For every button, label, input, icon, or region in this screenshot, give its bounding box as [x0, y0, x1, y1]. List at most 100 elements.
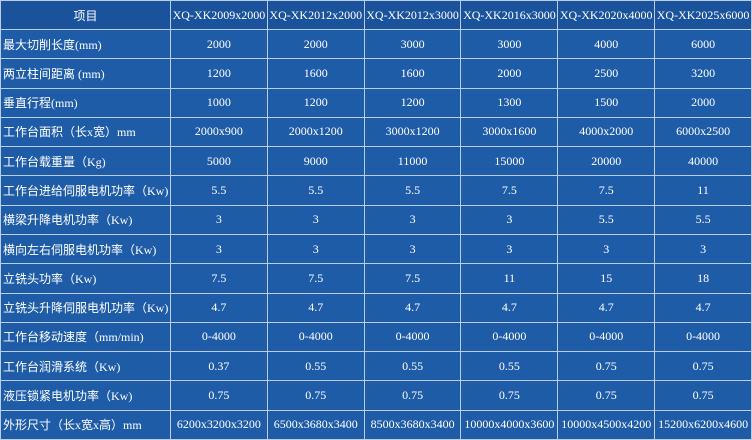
row-label: 立铣头升降伺服电机功率（Kw) — [0, 292, 171, 323]
cell: 0.55 — [460, 351, 559, 382]
table-row: 立铣头功率（Kw) 7.5 7.5 7.5 11 15 18 — [0, 263, 752, 294]
cell: 6000 — [654, 28, 752, 60]
cell: 0.75 — [363, 380, 462, 411]
cell: 1200 — [363, 87, 462, 118]
row-label: 工作台载重量（Kg) — [0, 146, 171, 177]
row-label: 横向左右伺服电机功率（Kw) — [0, 233, 171, 265]
cell: 15 — [557, 263, 656, 294]
row-label: 外形尺寸（长x宽x高）mm — [0, 409, 171, 440]
cell: 3 — [266, 233, 365, 265]
cell: 1000 — [170, 87, 268, 118]
cell: 4.7 — [654, 292, 752, 323]
cell: 3 — [170, 204, 268, 235]
row-label: 工作台润滑系统（Kw) — [0, 351, 171, 382]
table-row: 两立柱间距离 (mm) 1200 1600 1600 2000 2500 3200 — [0, 58, 752, 89]
cell: 3 — [654, 233, 752, 265]
table-row: 垂直行程(mm) 1000 1200 1200 1300 1500 2000 — [0, 87, 752, 118]
cell: 0-4000 — [557, 321, 656, 353]
header-cell: 项目 — [0, 0, 171, 30]
cell: 3000x1600 — [460, 116, 559, 148]
table-row: 外形尺寸（长x宽x高）mm 6200x3200x3200 6500x3680x340… — [0, 409, 752, 440]
row-label: 垂直行程(mm) — [0, 87, 171, 118]
cell: 10000x4500x4200 — [557, 409, 656, 440]
cell: 7.5 — [170, 263, 268, 294]
table-row: 工作台进给伺服电机功率（Kw) 5.5 5.5 5.5 7.5 7.5 11 — [0, 175, 752, 206]
table-row: 横向左右伺服电机功率（Kw) 3 3 3 3 3 3 — [0, 233, 752, 265]
cell: 11000 — [363, 146, 462, 177]
cell: 3 — [460, 204, 559, 235]
cell: 3000 — [363, 28, 462, 60]
row-label: 工作台移动速度（mm/min) — [0, 321, 171, 353]
cell: 0.75 — [460, 380, 559, 411]
cell: 1500 — [557, 87, 656, 118]
cell: 5.5 — [363, 175, 462, 206]
cell: 5.5 — [170, 175, 268, 206]
cell: 0-4000 — [170, 321, 268, 353]
cell: 3000x1200 — [363, 116, 462, 148]
cell: 0-4000 — [460, 321, 559, 353]
cell: 0.75 — [654, 351, 752, 382]
cell: 0.37 — [170, 351, 268, 382]
cell: 6000x2500 — [654, 116, 752, 148]
cell: 0.75 — [557, 351, 656, 382]
cell: 8500x3680x3400 — [363, 409, 462, 440]
cell: 2000 — [654, 87, 752, 118]
row-label: 立铣头功率（Kw) — [0, 263, 171, 294]
table-row: 工作台载重量（Kg) 5000 9000 11000 15000 20000 40000 — [0, 146, 752, 177]
cell: 7.5 — [557, 175, 656, 206]
row-label: 工作台面积（长x宽）mm — [0, 116, 171, 148]
cell: 7.5 — [460, 175, 559, 206]
table-row: 工作台移动速度（mm/min) 0-4000 0-4000 0-4000 0-4000 0… — [0, 321, 752, 353]
table-row: 横梁升降电机功率（Kw) 3 3 3 3 5.5 5.5 — [0, 204, 752, 235]
cell: 3 — [266, 204, 365, 235]
row-label: 横梁升降电机功率（Kw) — [0, 204, 171, 235]
header-row: 项目 XQ-XK2009x2000 XQ-XK2012x2000 XQ-XK2012x… — [0, 0, 752, 30]
cell: 3 — [363, 233, 462, 265]
header-cell: XQ-XK2025x6000 — [654, 0, 752, 30]
cell: 1200 — [266, 87, 365, 118]
row-label: 工作台进给伺服电机功率（Kw) — [0, 175, 171, 206]
cell: 4.7 — [266, 292, 365, 323]
cell: 2000x1200 — [266, 116, 365, 148]
cell: 0.55 — [266, 351, 365, 382]
cell: 3 — [170, 233, 268, 265]
cell: 7.5 — [363, 263, 462, 294]
cell: 20000 — [557, 146, 656, 177]
cell: 3000 — [460, 28, 559, 60]
cell: 11 — [460, 263, 559, 294]
cell: 15000 — [460, 146, 559, 177]
cell: 3 — [363, 204, 462, 235]
cell: 4.7 — [363, 292, 462, 323]
cell: 5.5 — [266, 175, 365, 206]
cell: 0.75 — [170, 380, 268, 411]
cell: 7.5 — [266, 263, 365, 294]
cell: 4.7 — [557, 292, 656, 323]
cell: 0.75 — [266, 380, 365, 411]
cell: 18 — [654, 263, 752, 294]
cell: 5.5 — [654, 204, 752, 235]
cell: 3 — [460, 233, 559, 265]
header-cell: XQ-XK2012x2000 — [266, 0, 365, 30]
cell: 3 — [557, 233, 656, 265]
row-label: 最大切削长度(mm) — [0, 28, 171, 60]
header-cell: XQ-XK2016x3000 — [460, 0, 559, 30]
cell: 1600 — [363, 58, 462, 89]
cell: 2000 — [266, 28, 365, 60]
cell: 2000x900 — [170, 116, 268, 148]
cell: 5.5 — [557, 204, 656, 235]
header-cell: XQ-XK2012x3000 — [363, 0, 462, 30]
cell: 1300 — [460, 87, 559, 118]
cell: 0.75 — [654, 380, 752, 411]
cell: 5000 — [170, 146, 268, 177]
cell: 4000 — [557, 28, 656, 60]
cell: 40000 — [654, 146, 752, 177]
cell: 11 — [654, 175, 752, 206]
cell: 1200 — [170, 58, 268, 89]
row-label: 液压锁紧电机功率（Kw) — [0, 380, 171, 411]
cell: 10000x4000x3600 — [460, 409, 559, 440]
table-row: 立铣头升降伺服电机功率（Kw) 4.7 4.7 4.7 4.7 4.7 4.7 — [0, 292, 752, 323]
table-body: 最大切削长度(mm) 2000 2000 3000 3000 4000 6000 两立柱间距离… — [0, 28, 752, 440]
cell: 4000x2000 — [557, 116, 656, 148]
